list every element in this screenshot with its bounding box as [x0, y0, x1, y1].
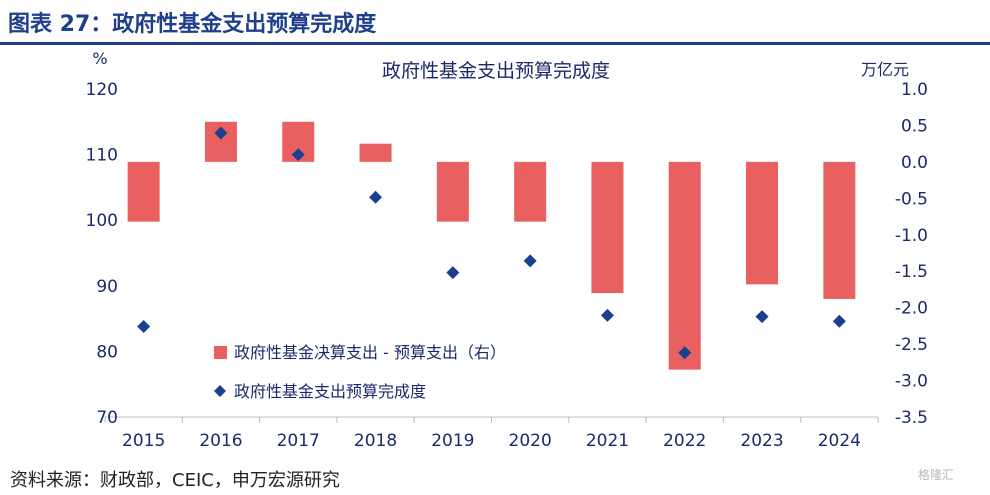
bar — [668, 161, 701, 370]
left-tick-label: 110 — [86, 146, 118, 166]
title-rule — [0, 42, 990, 45]
left-tick-label: 100 — [86, 211, 118, 231]
legend: 政府性基金决算支出 - 预算支出（右） 政府性基金支出预算完成度 — [214, 343, 506, 401]
x-tick-label: 2024 — [818, 431, 861, 451]
bar — [436, 161, 469, 222]
chart-title: 政府性基金支出预算完成度 — [382, 60, 610, 82]
right-tick-label: 1.0 — [901, 80, 928, 100]
left-tick-label: 120 — [86, 80, 118, 100]
diamond-point — [137, 319, 151, 333]
right-tick-label: -1.0 — [895, 226, 928, 246]
diamond-point — [523, 254, 537, 268]
diamond-point — [214, 126, 228, 140]
bar — [746, 161, 779, 285]
diamond-point — [291, 148, 305, 162]
legend-bar-label: 政府性基金决算支出 - 预算支出（右） — [234, 343, 506, 362]
right-tick-label: -3.0 — [895, 372, 928, 392]
diamond-point — [755, 310, 769, 324]
legend-diamond-swatch — [214, 385, 226, 397]
watermark-logo: 格隆汇 — [918, 468, 955, 482]
right-axis-unit: 万亿元 — [861, 60, 909, 79]
x-tick-label: 2018 — [354, 431, 397, 451]
x-tick-label: 2021 — [586, 431, 629, 451]
bar — [591, 161, 624, 294]
left-axis-unit: % — [92, 49, 107, 68]
left-axis-ticks: 120 110 100 90 80 70 — [86, 80, 118, 428]
left-tick-label: 80 — [96, 342, 118, 362]
diamond-point — [446, 266, 460, 280]
x-axis-ticks: 2015 2016 2017 2018 2019 2020 2021 2022 2023 2024 — [104, 417, 879, 451]
diamond-point — [600, 308, 614, 322]
right-tick-label: -1.5 — [895, 262, 928, 282]
left-tick-label: 90 — [96, 277, 118, 297]
legend-diamond-label: 政府性基金支出预算完成度 — [234, 382, 426, 401]
x-tick-label: 2017 — [277, 431, 320, 451]
right-axis-ticks: 1.0 0.5 0.0 -0.5 -1.0 -1.5 -2.0 -2.5 -3.0 -3.5 — [895, 80, 928, 428]
bar — [127, 161, 160, 222]
x-tick-label: 2023 — [740, 431, 783, 451]
bar — [514, 161, 547, 222]
diamond-point — [369, 190, 383, 204]
x-tick-label: 2016 — [199, 431, 242, 451]
x-tick-label: 2022 — [663, 431, 706, 451]
figure-title: 图表 27：政府性基金支出预算完成度 — [8, 12, 377, 37]
bar-series — [127, 121, 856, 370]
diamond-point — [832, 314, 846, 328]
diamond-series — [137, 126, 846, 360]
right-tick-label: -0.5 — [895, 189, 928, 209]
right-tick-label: 0.5 — [901, 116, 928, 136]
x-tick-label: 2015 — [122, 431, 165, 451]
right-tick-label: 0.0 — [901, 153, 928, 173]
legend-bar-swatch — [214, 346, 227, 359]
diamond-point — [678, 346, 692, 360]
right-tick-label: -3.5 — [895, 408, 928, 428]
source-note: 资料来源：财政部，CEIC，申万宏源研究 — [10, 470, 340, 491]
bar — [359, 143, 392, 162]
left-tick-label: 70 — [96, 408, 118, 428]
x-tick-label: 2020 — [509, 431, 552, 451]
right-tick-label: -2.5 — [895, 335, 928, 355]
right-tick-label: -2.0 — [895, 299, 928, 319]
x-tick-label: 2019 — [431, 431, 474, 451]
bar — [823, 161, 856, 299]
